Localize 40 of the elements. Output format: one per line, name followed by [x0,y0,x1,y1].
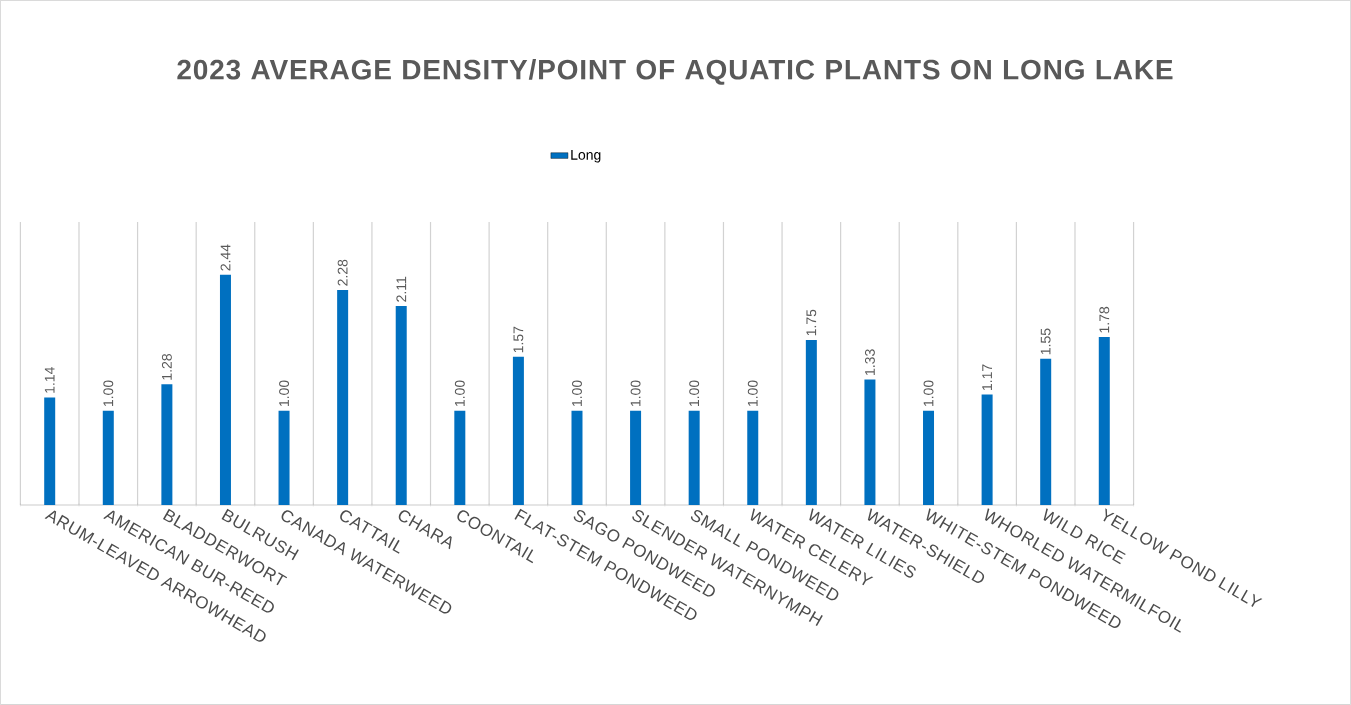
data-label: 1.00 [103,380,114,407]
data-label: 2.44 [220,244,231,271]
data-label: 1.57 [513,326,524,353]
data-label: 1.33 [864,349,875,375]
bar [454,410,466,506]
bar [395,305,407,506]
data-label: 2.28 [337,259,348,286]
bar [630,410,642,506]
bar [923,410,935,506]
bar [102,410,114,506]
data-label: 1.17 [982,364,992,391]
data-label: 1.14 [44,367,55,393]
bar [337,289,349,506]
data-label: 1.00 [747,380,758,407]
bar [805,339,817,506]
bar [512,356,524,506]
data-label: 1.75 [806,309,817,336]
data-label: 2.11 [396,276,407,302]
bar [161,384,173,506]
bar [1098,337,1110,506]
data-label: 1.00 [923,380,934,407]
data-label: 1.00 [630,380,641,407]
bar [981,394,993,506]
bar [747,410,759,506]
legend-label: Long [571,150,601,163]
chart-title: 2023 AVERAGE DENSITY/POINT OF AQUATIC PLANTS ON LONG LAKE [177,59,1173,85]
data-label: 1.28 [161,354,172,380]
bar [571,410,583,506]
bar [219,274,231,506]
data-label: 1.78 [1099,306,1110,333]
bar [44,397,56,506]
bar [278,410,290,506]
bar [688,410,700,506]
data-label: 1.00 [572,380,582,407]
bar [864,379,876,506]
bar [1040,358,1052,506]
data-label: 1.55 [1040,328,1051,355]
data-label: 1.00 [454,380,465,407]
data-label: 1.00 [689,380,700,407]
data-label: 1.00 [279,380,290,407]
